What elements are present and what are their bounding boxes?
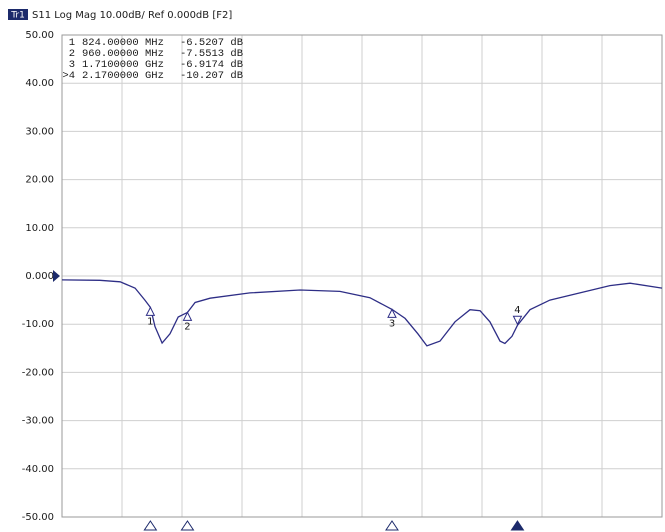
- marker-triangle: [145, 306, 156, 316]
- y-tick-label: -10.00: [22, 319, 54, 330]
- readout-index: 1: [69, 37, 75, 49]
- y-tick-label: 50.00: [25, 30, 54, 41]
- readout-frequency: 960.00000 MHz: [82, 48, 164, 60]
- y-tick-label: 20.00: [25, 175, 54, 186]
- y-tick-label: -50.00: [22, 512, 54, 523]
- marker-label: 3: [389, 318, 395, 329]
- readout-value: -7.5513 dB: [180, 48, 243, 60]
- marker-triangle: [387, 308, 397, 318]
- y-tick-label: 40.00: [25, 78, 54, 89]
- marker-label: 2: [184, 321, 190, 332]
- readout-value: -10.207 dB: [180, 70, 243, 82]
- y-tick-label: 30.00: [25, 126, 54, 137]
- readout-value: -6.9174 dB: [180, 59, 243, 71]
- marker-axis-triangle: [510, 520, 525, 531]
- marker-axis-triangle: [143, 520, 158, 531]
- marker-axis-triangle: [180, 520, 195, 531]
- reference-arrow: [53, 270, 60, 282]
- plot-frame: [61, 34, 663, 518]
- readout-frequency: 1.7100000 GHz: [82, 59, 164, 71]
- readout-frequency: 824.00000 MHz: [82, 37, 164, 49]
- marker-label: 1: [147, 316, 153, 327]
- trace-badge: Tr1: [10, 11, 25, 21]
- y-tick-label: -30.00: [22, 416, 54, 427]
- chart-title: S11 Log Mag 10.00dB/ Ref 0.000dB [F2]: [32, 10, 232, 21]
- readout-value: -6.5207 dB: [180, 37, 243, 49]
- y-tick-label: -20.00: [22, 367, 54, 378]
- y-tick-label: 0.000: [25, 271, 54, 282]
- readout-index: 2: [69, 48, 75, 60]
- readout-frequency: 2.1700000 GHz: [82, 70, 164, 82]
- trace-badge-bg: [8, 9, 28, 20]
- y-tick-label: -40.00: [22, 464, 54, 475]
- readout-index: >4: [62, 70, 75, 82]
- marker-triangle: [512, 315, 523, 326]
- marker-triangle: [182, 311, 193, 321]
- marker-label: 4: [514, 305, 520, 316]
- trace-line: [61, 279, 663, 347]
- readout-index: 3: [69, 59, 75, 71]
- marker-axis-triangle: [385, 520, 399, 531]
- y-tick-label: 10.00: [25, 223, 54, 234]
